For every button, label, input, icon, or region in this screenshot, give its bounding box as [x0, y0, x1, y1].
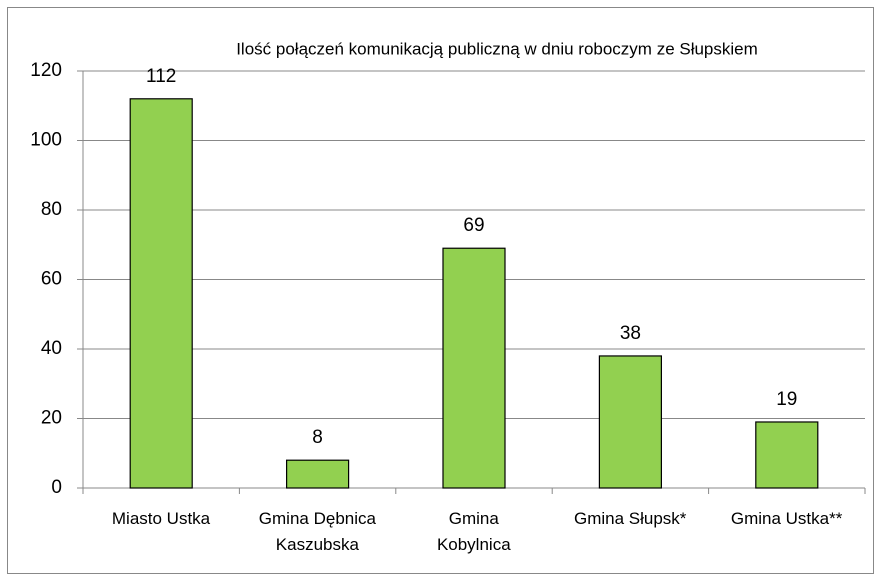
bar: [442, 247, 506, 489]
x-tick-label: Gmina Ustka**: [730, 509, 843, 528]
y-tick-label: 60: [41, 269, 62, 290]
y-tick-label: 100: [30, 130, 62, 151]
y-tick-label: 0: [51, 477, 62, 498]
x-tick-label: Miasto Ustka: [111, 509, 211, 528]
chart-title: Ilość połączeń komunikacją publiczną w d…: [236, 39, 758, 58]
data-label: 69: [463, 215, 484, 236]
bar: [129, 98, 193, 489]
x-tick-label: Gmina Dębnica Kaszubska: [258, 509, 376, 554]
bar: [598, 355, 663, 489]
y-tick-label: 40: [41, 338, 62, 359]
data-label: 8: [312, 427, 323, 448]
bar: [755, 421, 819, 489]
data-label: 112: [146, 66, 176, 87]
x-tick-label: Gmina Słupsk*: [573, 509, 687, 528]
y-tick-label: 20: [41, 408, 62, 429]
data-label: 19: [776, 389, 797, 410]
data-label: 38: [620, 323, 641, 344]
bar: [286, 459, 350, 489]
x-tick-label: Gmina Kobylnica: [436, 509, 511, 554]
y-tick-label: 80: [41, 199, 62, 220]
y-tick-label: 120: [30, 60, 62, 81]
